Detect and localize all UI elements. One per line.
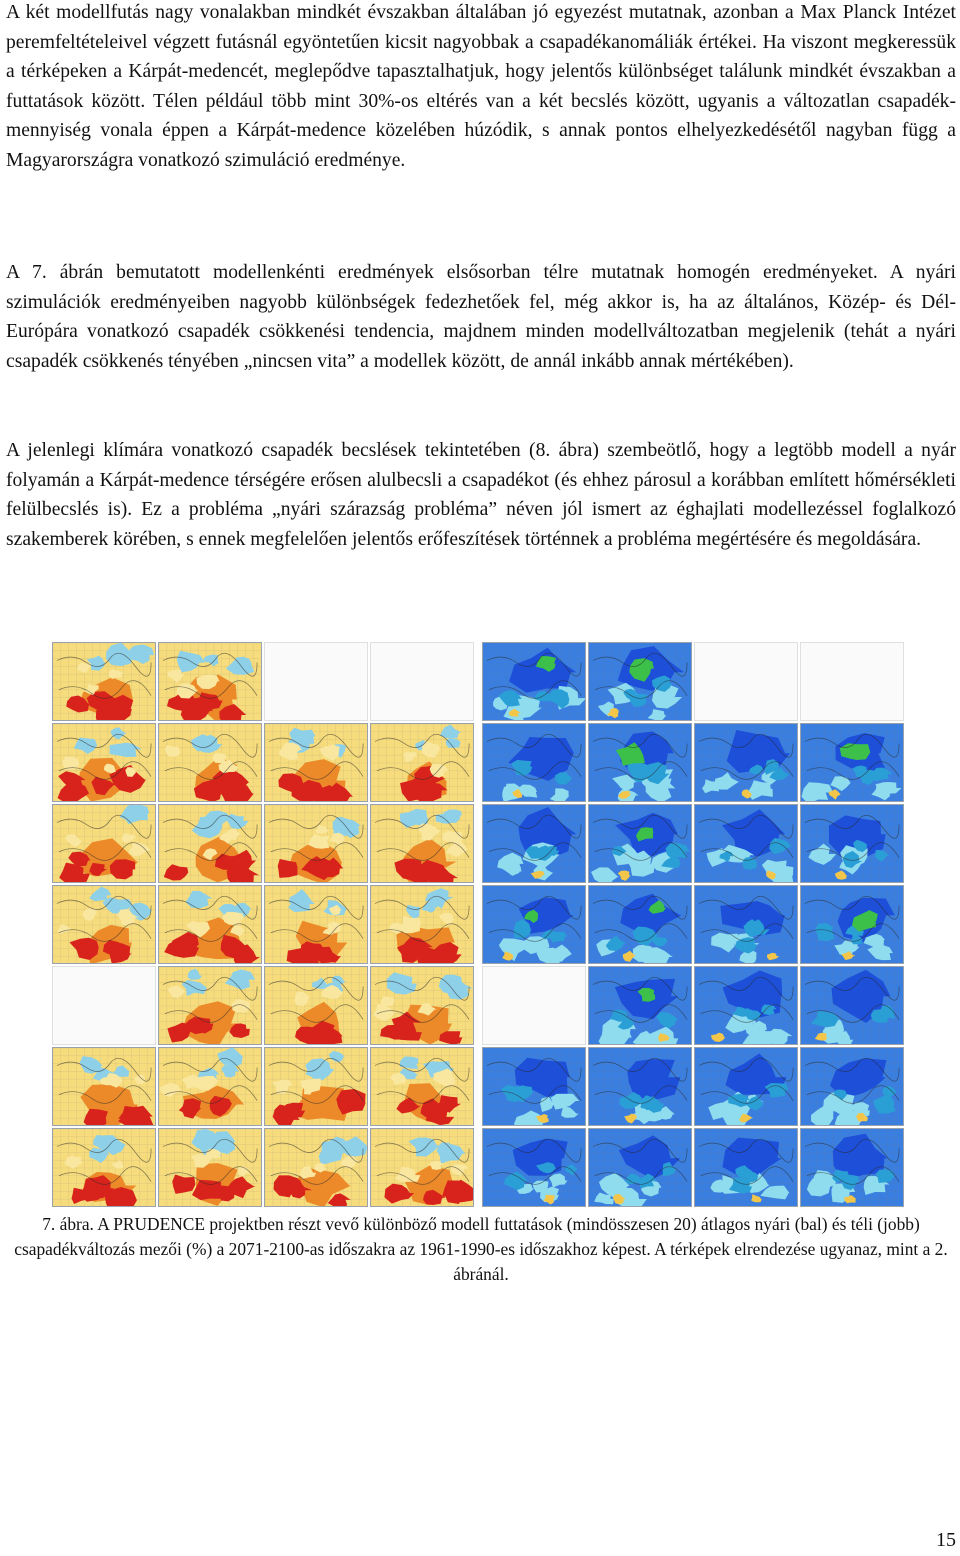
winter-map-20	[800, 966, 904, 1045]
summer-map-27	[264, 1128, 368, 1207]
summer-map-25	[52, 1128, 156, 1207]
summer-map-3	[264, 642, 368, 721]
summer-map-12	[370, 804, 474, 883]
winter-map-17	[482, 966, 586, 1045]
summer-map-4	[370, 642, 474, 721]
paragraph-3: A jelenlegi klímára vonatkozó csapadék b…	[6, 440, 956, 550]
summer-map-10	[158, 804, 262, 883]
winter-map-16	[800, 885, 904, 964]
page-number: 15	[936, 1529, 956, 1551]
summer-map-23	[264, 1047, 368, 1126]
winter-map-25	[482, 1128, 586, 1207]
winter-map-27	[694, 1128, 798, 1207]
summer-map-17	[52, 966, 156, 1045]
summer-map-21	[52, 1047, 156, 1126]
winter-map-24	[800, 1047, 904, 1126]
winter-map-10	[588, 804, 692, 883]
winter-map-22	[588, 1047, 692, 1126]
summer-map-5	[52, 723, 156, 802]
winter-map-3	[694, 642, 798, 721]
winter-map-28	[800, 1128, 904, 1207]
winter-map-13	[482, 885, 586, 964]
summer-map-9	[52, 804, 156, 883]
summer-map-22	[158, 1047, 262, 1126]
summer-map-19	[264, 966, 368, 1045]
paragraph-2: A 7. ábrán bemutatott modellenkénti ered…	[6, 262, 956, 372]
winter-map-19	[694, 966, 798, 1045]
summer-map-28	[370, 1128, 474, 1207]
winter-map-14	[588, 885, 692, 964]
winter-map-23	[694, 1047, 798, 1126]
summer-map-2	[158, 642, 262, 721]
figure-7-map-grid	[52, 642, 910, 1212]
winter-map-26	[588, 1128, 692, 1207]
winter-map-5	[482, 723, 586, 802]
summer-map-20	[370, 966, 474, 1045]
winter-map-2	[588, 642, 692, 721]
summer-map-11	[264, 804, 368, 883]
summer-map-14	[158, 885, 262, 964]
winter-map-12	[800, 804, 904, 883]
summer-map-26	[158, 1128, 262, 1207]
winter-map-21	[482, 1047, 586, 1126]
winter-map-18	[588, 966, 692, 1045]
paragraph-1: A két modellfutás nagy vonalakban mindké…	[6, 2, 956, 171]
summer-map-6	[158, 723, 262, 802]
winter-map-8	[800, 723, 904, 802]
summer-map-18	[158, 966, 262, 1045]
winter-map-15	[694, 885, 798, 964]
winter-map-11	[694, 804, 798, 883]
summer-map-1	[52, 642, 156, 721]
winter-map-1	[482, 642, 586, 721]
winter-map-9	[482, 804, 586, 883]
summer-map-13	[52, 885, 156, 964]
winter-map-7	[694, 723, 798, 802]
summer-map-16	[370, 885, 474, 964]
summer-map-15	[264, 885, 368, 964]
figure-caption: 7. ábra. A PRUDENCE projektben részt vev…	[14, 1214, 948, 1284]
winter-map-4	[800, 642, 904, 721]
winter-map-6	[588, 723, 692, 802]
summer-map-8	[370, 723, 474, 802]
summer-map-7	[264, 723, 368, 802]
summer-maps-panel	[52, 642, 480, 1212]
summer-map-24	[370, 1047, 474, 1126]
winter-maps-panel	[482, 642, 910, 1212]
